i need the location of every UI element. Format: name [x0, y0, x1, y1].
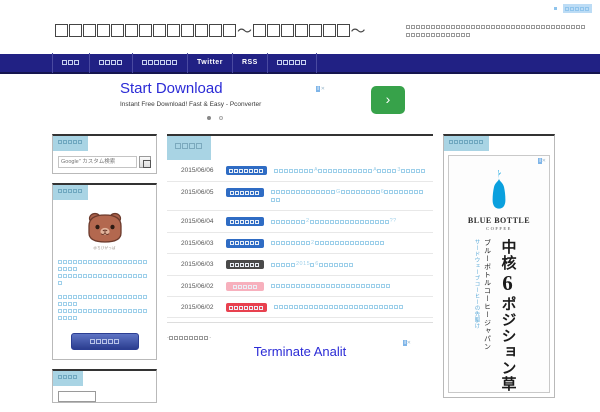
article-row[interactable]: 2015/06/02 — [167, 276, 433, 298]
ad-cta-button[interactable]: › — [371, 86, 405, 114]
adchoices-info-icon[interactable]: i — [538, 158, 542, 164]
carousel-dot-inactive[interactable] — [219, 116, 224, 120]
article-panel-title — [167, 136, 211, 160]
bottom-ad-headline[interactable]: i✕ Terminate Analit — [167, 340, 433, 360]
ad-subtext: Instant Free Download! Fast & Easy - Pco… — [120, 101, 262, 108]
headline-digit: 6 — [495, 271, 520, 296]
sidebar-right: i✕ BLUE BOTTLE COFFEE 中核6ポジション草 ブルーボトルコー… — [443, 134, 555, 412]
profile-paragraph-2 — [58, 294, 151, 322]
blue-bottle-subline: ブルーボトルコーヒージャパン — [483, 239, 492, 351]
article-date: 2015/06/04 — [181, 217, 214, 225]
topbar-link[interactable] — [563, 4, 592, 14]
article-date: 2015/06/02 — [181, 304, 214, 312]
category-badge[interactable] — [226, 187, 264, 197]
bottom-adchoices-badge[interactable]: i✕ — [403, 340, 411, 347]
search-widget-title — [53, 136, 88, 151]
blue-bottle-copy: 中核6ポジション草 ブルーボトルコーヒージャパン サードウェーブコーヒーの先駆け — [449, 239, 549, 392]
blue-bottle-icon — [492, 170, 506, 209]
third-widget — [52, 369, 157, 403]
headline-main: 中核 — [499, 239, 516, 271]
right-adchoices-badge[interactable]: i✕ — [538, 158, 546, 164]
category-badge[interactable] — [226, 216, 264, 226]
article-title-link[interactable] — [271, 282, 429, 291]
bullet-icon — [554, 7, 558, 11]
ad-headline[interactable]: Start Download — [120, 80, 223, 97]
article-row[interactable]: 2015/06/05 G 6 — [167, 182, 433, 211]
avatar-handle: @ちびがっぱ — [93, 246, 116, 250]
third-widget-title — [53, 371, 83, 386]
top-advertisement[interactable]: i ✕ Start Download Instant Free Download!… — [0, 74, 600, 134]
nav-item-rss[interactable]: RSS — [231, 53, 267, 73]
close-icon[interactable]: ✕ — [541, 158, 546, 164]
article-date: 2015/06/05 — [181, 188, 214, 196]
search-button-icon[interactable] — [139, 156, 151, 168]
category-badge[interactable] — [226, 260, 264, 270]
main-navigation: Twitter RSS — [0, 53, 600, 74]
site-description — [406, 16, 586, 38]
chevron-right-icon: › — [385, 91, 391, 107]
blue-bottle-logo — [449, 156, 549, 213]
close-icon[interactable]: ✕ — [406, 340, 411, 347]
page-title: ～～ — [55, 16, 366, 41]
nav-items: Twitter RSS — [52, 53, 317, 73]
category-badge[interactable] — [226, 238, 264, 248]
article-date: 2015/06/03 — [181, 261, 214, 269]
blue-bottle-brand: BLUE BOTTLE — [467, 216, 531, 225]
nav-item-twitter[interactable]: Twitter — [187, 53, 232, 73]
adchoices-info-icon[interactable]: i — [316, 86, 320, 92]
search-input[interactable] — [58, 156, 137, 168]
search-row — [58, 156, 151, 168]
article-title-link[interactable]: 2015 6 — [271, 260, 429, 270]
profile-widget: @ちびがっぱ — [52, 183, 157, 360]
topbar — [0, 0, 600, 14]
adchoices-badge[interactable]: i ✕ — [316, 86, 325, 92]
article-date: 2015/06/02 — [181, 283, 214, 291]
blue-bottle-headline: 中核6ポジション草 — [495, 239, 520, 392]
nav-item-1[interactable] — [52, 53, 89, 73]
profile-widget-title — [53, 185, 88, 200]
article-row[interactable]: 2015/06/03 2015 6 — [167, 254, 433, 277]
article-title-link[interactable]: 2?? — [271, 217, 429, 227]
main-content: 2015/06/06 A A 3 2015/06/05 G 6 2015/06/04 2?? 20… — [167, 134, 433, 412]
ad-carousel-dots[interactable] — [105, 112, 395, 122]
nav-item-6[interactable] — [266, 53, 317, 73]
capybara-avatar — [87, 212, 122, 243]
bottom-ad-title-text[interactable]: Terminate Analit — [253, 344, 347, 360]
sidebar-left: @ちびがっぱ — [52, 134, 157, 412]
headline-rest: ポジション草 — [499, 296, 516, 392]
article-date: 2015/06/06 — [181, 167, 214, 174]
page-columns: @ちびがっぱ 2015/06/06AA32015/06/05G62015/06/… — [0, 134, 600, 412]
avatar-wrap: @ちびがっぱ — [58, 205, 151, 252]
category-badge[interactable] — [226, 282, 264, 292]
category-badge[interactable] — [226, 303, 267, 313]
article-title-link[interactable] — [274, 303, 429, 312]
site-header: ～～ — [0, 14, 600, 54]
nav-item-3[interactable] — [132, 53, 187, 73]
article-row[interactable]: 2015/06/02 — [167, 297, 433, 319]
article-date: 2015/06/03 — [181, 239, 214, 247]
article-row[interactable]: 2015/06/03 2 — [167, 233, 433, 255]
third-widget-box[interactable] — [58, 391, 96, 402]
search-widget — [52, 134, 157, 174]
article-title-link[interactable]: 2 — [271, 239, 429, 249]
article-list: 2015/06/06 A A 3 2015/06/05 G 6 2015/06/04 2?? 20… — [167, 160, 433, 319]
article-panel: 2015/06/06 A A 3 2015/06/05 G 6 2015/06/04 2?? 20… — [167, 134, 433, 319]
carousel-dot-active[interactable] — [206, 116, 211, 120]
nav-item-2[interactable] — [89, 53, 132, 73]
adchoices-info-icon[interactable]: i — [403, 340, 407, 347]
blue-bottle-tagline: サードウェーブコーヒーの先駆け — [473, 239, 480, 329]
blue-bottle-brand-sub: COFFEE — [486, 226, 512, 231]
profile-action-button[interactable] — [70, 333, 139, 350]
right-ad-widget: i✕ BLUE BOTTLE COFFEE 中核6ポジション草 ブルーボトルコー… — [443, 134, 555, 398]
bottom-ad-label: -- — [167, 335, 212, 342]
right-widget-title — [444, 136, 489, 151]
profile-paragraph-1 — [58, 259, 151, 287]
category-badge[interactable] — [226, 166, 267, 175]
article-row[interactable]: 2015/06/06 A A 3 — [167, 160, 433, 182]
blue-bottle-advertisement[interactable]: i✕ BLUE BOTTLE COFFEE 中核6ポジション草 ブルーボトルコー… — [448, 155, 550, 393]
article-row[interactable]: 2015/06/04 2?? — [167, 211, 433, 233]
close-icon[interactable]: ✕ — [320, 86, 325, 92]
